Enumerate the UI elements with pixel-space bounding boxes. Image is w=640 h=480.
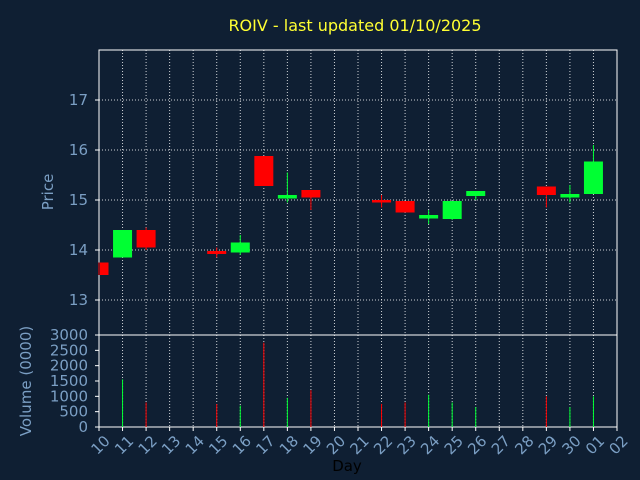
candle-body — [442, 201, 462, 219]
volume-tick-label: 500 — [59, 403, 88, 421]
x-tick-label: 02 — [606, 432, 632, 458]
candle-body — [254, 156, 274, 186]
x-tick-label: 30 — [558, 432, 584, 458]
x-tick-label: 25 — [441, 432, 467, 458]
candle-body — [136, 230, 156, 248]
candle-body — [372, 200, 392, 203]
volume-tick-label: 3000 — [50, 326, 88, 344]
x-tick-label: 16 — [229, 432, 255, 458]
candle — [560, 185, 580, 203]
candle-body — [100, 262, 109, 275]
candle — [301, 190, 321, 210]
candle — [207, 247, 227, 258]
candle-body — [536, 186, 556, 195]
candle — [230, 235, 250, 255]
candle — [98, 262, 109, 275]
volume-axis-label: Volume (0000) — [17, 326, 35, 436]
chart-title: ROIV - last updated 01/10/2025 — [228, 16, 481, 35]
x-tick-label: 21 — [347, 432, 373, 458]
volume-tick-label: 1500 — [50, 372, 88, 390]
volume-tick-label: 1000 — [50, 387, 88, 405]
candle — [136, 227, 156, 250]
candle — [442, 201, 462, 220]
volume-tick-label: 2000 — [50, 357, 88, 375]
candle-body — [230, 242, 250, 253]
x-tick-label: 17 — [252, 432, 278, 458]
candle-body — [113, 230, 133, 258]
price-tick-label: 15 — [69, 191, 88, 209]
price-axis-label: Price — [39, 174, 57, 211]
x-tick-label: 28 — [511, 432, 537, 458]
x-axis: 1011121314151617181920212223242526272829… — [88, 427, 632, 458]
candle — [395, 201, 415, 213]
x-tick-label: 12 — [135, 432, 161, 458]
x-tick-label: 26 — [464, 432, 490, 458]
candle — [466, 191, 486, 200]
candle-body — [301, 190, 321, 198]
price-tick-label: 14 — [69, 241, 88, 259]
x-tick-label: 23 — [394, 432, 420, 458]
candle — [536, 186, 556, 208]
price-panel: 13 14 15 16 17 — [69, 49, 618, 336]
candle-body — [419, 215, 439, 219]
x-tick-label: 24 — [417, 432, 443, 458]
candle-body — [277, 195, 297, 199]
x-tick-label: 14 — [182, 432, 208, 458]
price-tick-label: 16 — [69, 141, 88, 159]
candle — [419, 210, 439, 224]
candle — [254, 156, 274, 186]
x-axis-label: Day — [332, 457, 362, 475]
x-tick-label: 27 — [488, 432, 514, 458]
x-tick-label: 29 — [535, 432, 561, 458]
x-tick-label: 13 — [158, 432, 184, 458]
candle-body — [583, 161, 603, 194]
x-tick-label: 22 — [370, 432, 396, 458]
candle-body — [466, 191, 486, 196]
volume-tick-label: 2500 — [50, 341, 88, 359]
x-tick-label: 10 — [88, 432, 114, 458]
candle-body — [560, 194, 580, 198]
x-tick-label: 01 — [582, 432, 608, 458]
x-tick-label: 19 — [299, 432, 325, 458]
candle — [113, 230, 133, 258]
x-tick-label: 18 — [276, 432, 302, 458]
candle-body — [395, 201, 415, 213]
candle — [583, 145, 603, 194]
candle-body — [207, 251, 227, 254]
volume-tick-label: 0 — [78, 418, 88, 436]
x-tick-label: 15 — [205, 432, 231, 458]
x-tick-label: 11 — [111, 432, 137, 458]
candle — [372, 195, 392, 208]
x-tick-label: 20 — [323, 432, 349, 458]
candle — [277, 172, 297, 203]
price-tick-label: 17 — [69, 91, 88, 109]
price-tick-label: 13 — [69, 291, 88, 309]
